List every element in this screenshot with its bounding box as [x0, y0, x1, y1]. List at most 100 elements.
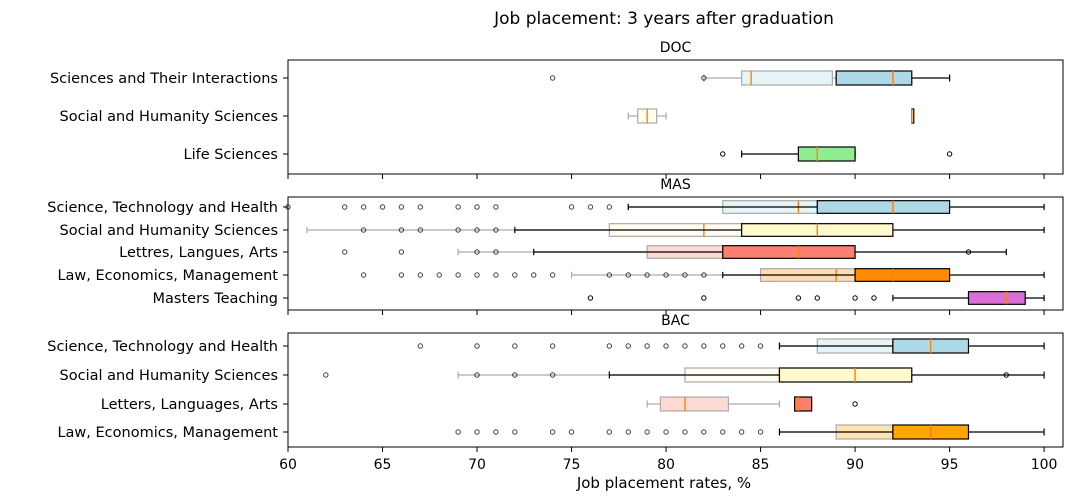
faded-flier: [663, 272, 669, 278]
faded-flier: [757, 343, 764, 349]
panel-bac: BAC 60 65 70 75 80 85 90 95 100 Science, Technolog…: [47, 313, 1064, 473]
panel-title: DOC: [660, 40, 692, 56]
faded-flier: [417, 272, 424, 278]
faded-flier: [625, 272, 631, 278]
faded-flier: [738, 429, 745, 435]
panel-doc: DOC Sciences and Their Interactions Social…: [50, 40, 1064, 179]
faded-flier: [493, 429, 499, 435]
faded-flier: [398, 227, 405, 233]
panel-title: BAC: [661, 313, 690, 329]
y-tick-label: Lettres, Langues, Arts: [119, 245, 278, 261]
panels: DOC Sciences and Their Interactions Social…: [47, 40, 1064, 473]
faded-flier: [701, 272, 707, 278]
faded-flier: [474, 249, 480, 255]
faded-flier: [474, 429, 480, 435]
group-life-sciences: Life Sciences: [183, 146, 953, 163]
faded-flier: [398, 204, 405, 210]
group-law-economics-management: Law, Economics, Management: [57, 268, 1045, 284]
x-tick-label: 60: [279, 457, 297, 473]
x-axis-label: Job placement rates, %: [576, 474, 751, 492]
faded-box: [659, 396, 730, 412]
x-tick-label: 80: [657, 457, 675, 473]
faded-flier: [625, 343, 631, 349]
panel-mas: MAS Science, Technology and Health Social …: [47, 177, 1064, 315]
y-tick-label: Social and Humanity Sciences: [60, 368, 278, 384]
faded-flier: [606, 429, 613, 435]
faded-flier: [682, 343, 688, 349]
faded-flier: [474, 272, 480, 278]
faded-flier: [436, 272, 442, 278]
faded-flier: [720, 429, 726, 435]
faded-flier: [417, 204, 424, 210]
faded-flier: [644, 343, 650, 349]
faded-flier: [493, 227, 499, 233]
faded-flier: [398, 249, 405, 255]
y-tick-label: Life Sciences: [183, 147, 278, 163]
faded-flier: [606, 272, 613, 278]
faded-flier: [682, 429, 688, 435]
y-tick-label: Law, Economics, Management: [57, 268, 278, 284]
faded-flier: [606, 204, 613, 210]
main-box: [835, 70, 913, 86]
faded-flier: [342, 249, 348, 255]
x-tick-label: 95: [941, 457, 959, 473]
main-flier: [871, 295, 877, 301]
faded-flier: [549, 429, 556, 435]
faded-flier: [682, 272, 688, 278]
faded-flier: [663, 429, 669, 435]
main-flier: [795, 295, 802, 301]
faded-flier: [398, 272, 405, 278]
faded-flier: [342, 204, 348, 210]
y-tick-label: Social and Humanity Sciences: [60, 223, 278, 239]
x-tick-label: 65: [374, 457, 392, 473]
faded-flier: [512, 429, 518, 435]
faded-flier: [474, 227, 480, 233]
faded-flier: [757, 429, 764, 435]
faded-flier: [701, 429, 707, 435]
axes-frame: [287, 332, 1064, 448]
axes-frame: [287, 196, 1064, 311]
faded-box: [741, 70, 833, 86]
main-box: [816, 200, 951, 214]
faded-flier: [474, 372, 480, 378]
faded-flier: [455, 429, 461, 435]
main-box: [797, 146, 856, 162]
x-tick-label: 70: [468, 457, 486, 473]
panel-title: MAS: [660, 177, 691, 193]
faded-flier: [531, 272, 537, 278]
y-tick-label: Masters Teaching: [153, 291, 278, 307]
y-tick-label: Sciences and Their Interactions: [50, 71, 278, 87]
faded-flier: [285, 204, 291, 210]
main-flier: [720, 151, 726, 157]
faded-flier: [606, 343, 613, 349]
faded-flier: [360, 204, 367, 210]
main-box: [854, 268, 951, 282]
faded-flier: [549, 372, 556, 378]
faded-flier: [417, 343, 424, 349]
main-box: [967, 291, 1026, 305]
main-flier: [587, 295, 594, 301]
main-flier: [946, 151, 953, 157]
main-flier: [852, 295, 858, 301]
faded-flier: [360, 227, 367, 233]
main-flier: [1003, 372, 1009, 378]
group-social-and-humanity-sciences: Social and Humanity Sciences: [60, 367, 1045, 384]
group-science-technology-and-health: Science, Technology and Health: [47, 338, 1045, 355]
x-tick-label: 85: [752, 457, 770, 473]
x-tick-label: 90: [846, 457, 864, 473]
figure-title: Job placement: 3 years after graduation: [493, 9, 834, 29]
main-box: [722, 245, 856, 259]
faded-flier: [493, 204, 499, 210]
main-flier: [965, 249, 972, 255]
faded-flier: [455, 204, 461, 210]
group-social-and-humanity-sciences: Social and Humanity Sciences: [60, 108, 915, 125]
group-social-and-humanity-sciences: Social and Humanity Sciences: [60, 223, 1045, 239]
faded-flier: [644, 272, 650, 278]
faded-flier: [493, 249, 499, 255]
faded-flier: [455, 227, 461, 233]
faded-flier: [720, 343, 726, 349]
y-tick-label: Letters, Languages, Arts: [101, 397, 278, 413]
faded-flier: [644, 429, 650, 435]
faded-flier: [512, 272, 518, 278]
